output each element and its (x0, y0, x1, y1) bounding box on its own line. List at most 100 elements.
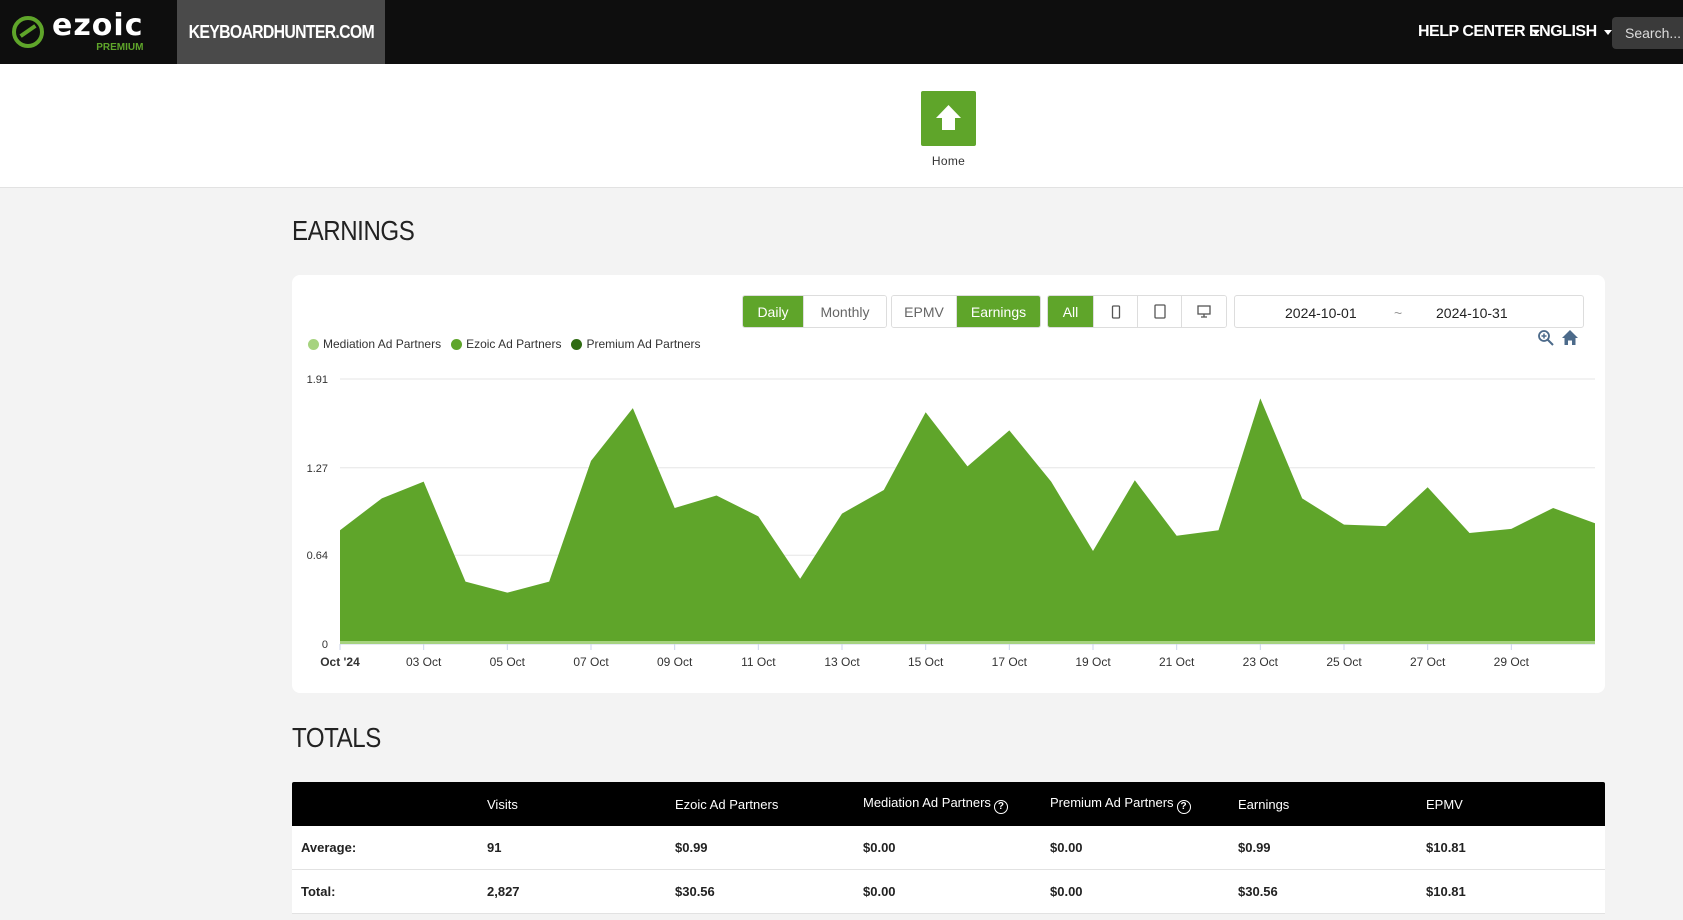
epmv-button[interactable]: EPMV (892, 296, 957, 327)
brand-name: ezoic (52, 8, 144, 43)
device-toggle: All (1047, 295, 1227, 328)
language-menu[interactable]: ENGLISH (1529, 0, 1612, 64)
legend-item-ezoic[interactable]: Ezoic Ad Partners (451, 337, 561, 351)
y-tick-label: 0 (322, 639, 328, 651)
legend-dot (451, 338, 463, 350)
x-tick-label: 29 Oct (1494, 655, 1530, 669)
period-toggle: Daily Monthly (742, 295, 887, 328)
y-tick-label: 1.91 (307, 374, 328, 386)
help-icon[interactable]: ? (993, 799, 1008, 814)
x-tick-label: 27 Oct (1410, 655, 1446, 669)
table-row-total: Total: 2,827 $30.56 $0.00 $0.00 $30.56 $… (292, 870, 1605, 914)
chart-legend: Mediation Ad Partners Ezoic Ad Partners … (308, 337, 711, 351)
x-tick-label: 17 Oct (992, 655, 1028, 669)
site-selector[interactable]: KEYBOARDHUNTER.COM (177, 0, 385, 64)
col-premium-label: Premium Ad Partners (1050, 794, 1174, 810)
row-label: Average: (301, 840, 357, 855)
top-navbar: ezoic PREMIUM KEYBOARDHUNTER.COM HELP CE… (0, 0, 1683, 64)
x-tick-label: 05 Oct (490, 655, 526, 669)
row-label: Total: (301, 884, 336, 899)
site-name: KEYBOARDHUNTER.COM (188, 21, 374, 42)
language-label: ENGLISH (1529, 23, 1597, 40)
home-icon (936, 105, 961, 130)
cell-ezoic: $0.99 (675, 840, 708, 855)
col-visits: Visits (487, 796, 518, 812)
table-row-average: Average: 91 $0.99 $0.00 $0.00 $0.99 $10.… (292, 826, 1605, 870)
col-earnings: Earnings (1238, 796, 1290, 812)
x-tick-label: Oct '24 (320, 655, 360, 669)
col-mediation-label: Mediation Ad Partners (863, 794, 991, 810)
legend-label: Mediation Ad Partners (323, 337, 442, 351)
x-tick-label: 23 Oct (1243, 655, 1279, 669)
tablet-button[interactable] (1138, 296, 1182, 327)
date-to: 2024-10-31 (1436, 305, 1508, 321)
daily-button[interactable]: Daily (743, 296, 804, 327)
legend-dot (571, 338, 583, 350)
help-center-label: HELP CENTER (1418, 23, 1526, 40)
legend-item-mediation[interactable]: Mediation Ad Partners (308, 337, 441, 351)
col-ezoic-ad-partners: Ezoic Ad Partners (675, 796, 779, 812)
caret-down-icon (1603, 29, 1612, 35)
area-ezoic-ad-partners (340, 398, 1595, 644)
desktop-button[interactable] (1182, 296, 1226, 327)
y-tick-label: 0.64 (307, 550, 328, 562)
earnings-chart: 1.91 1.27 0.64 0 Oct '24 03 Oct 05 Oct 07 Oct 09… (307, 374, 1595, 669)
earnings-heading: EARNINGS (292, 215, 415, 246)
date-range-picker[interactable]: 2024-10-01 ~ 2024-10-31 (1234, 295, 1584, 328)
date-separator: ~ (1394, 305, 1403, 321)
x-tick-label: 25 Oct (1326, 655, 1362, 669)
ezoic-logo-icon (12, 16, 44, 48)
date-from: 2024-10-01 (1285, 305, 1357, 321)
totals-table: Visits Ezoic Ad Partners Mediation Ad Pa… (292, 782, 1605, 914)
col-premium-ad-partners: Premium Ad Partners? (1050, 795, 1191, 814)
help-icon[interactable]: ? (1176, 799, 1191, 814)
cell-premium: $0.00 (1050, 884, 1083, 899)
all-devices-button[interactable]: All (1048, 296, 1094, 327)
cell-epmv: $10.81 (1426, 840, 1466, 855)
x-tick-label: 15 Oct (908, 655, 944, 669)
earnings-chart-card: 1.91 1.27 0.64 0 Oct '24 03 Oct 05 Oct 07 Oct 09… (292, 275, 1605, 693)
legend-label: Premium Ad Partners (586, 337, 701, 351)
zoom-in-icon[interactable] (1537, 329, 1555, 347)
reset-zoom-home-icon[interactable] (1561, 329, 1579, 347)
x-tick-label: 19 Oct (1075, 655, 1111, 669)
x-tick-label: 09 Oct (657, 655, 693, 669)
x-tick-label: 03 Oct (406, 655, 442, 669)
legend-dot (308, 338, 319, 350)
monthly-button[interactable]: Monthly (804, 296, 886, 327)
legend-item-premium[interactable]: Premium Ad Partners (571, 337, 701, 351)
totals-heading: TOTALS (292, 722, 381, 753)
brand-tier: PREMIUM (96, 42, 144, 53)
mediation-baseline (340, 641, 1595, 644)
chart-tools (1537, 329, 1579, 347)
tablet-icon (1153, 304, 1166, 319)
desktop-icon (1197, 305, 1211, 318)
home-button[interactable] (921, 91, 976, 146)
table-header: Visits Ezoic Ad Partners Mediation Ad Pa… (292, 782, 1605, 826)
cell-earnings: $0.99 (1238, 840, 1271, 855)
search-input[interactable] (1612, 17, 1683, 49)
cell-mediation: $0.00 (863, 884, 896, 899)
earnings-button[interactable]: Earnings (957, 296, 1040, 327)
x-tick-label: 13 Oct (824, 655, 860, 669)
x-tick-label: 21 Oct (1159, 655, 1195, 669)
home-label: Home (931, 154, 966, 168)
col-epmv: EPMV (1426, 796, 1463, 812)
legend-label: Ezoic Ad Partners (466, 337, 562, 351)
y-tick-label: 1.27 (307, 463, 328, 475)
col-mediation-ad-partners: Mediation Ad Partners? (863, 795, 1008, 814)
cell-premium: $0.00 (1050, 840, 1083, 855)
cell-earnings: $30.56 (1238, 884, 1278, 899)
cell-ezoic: $30.56 (675, 884, 715, 899)
mobile-icon (1111, 304, 1120, 319)
metric-toggle: EPMV Earnings (891, 295, 1041, 328)
x-tick-label: 07 Oct (573, 655, 609, 669)
home-band: Home (0, 64, 1683, 188)
cell-visits: 2,827 (487, 884, 520, 899)
x-tick-label: 11 Oct (741, 655, 776, 669)
cell-visits: 91 (487, 840, 502, 855)
mobile-button[interactable] (1094, 296, 1138, 327)
caret-down-icon (1532, 29, 1541, 35)
help-center-menu[interactable]: HELP CENTER (1418, 0, 1541, 64)
ezoic-logo[interactable]: ezoic PREMIUM (0, 0, 176, 64)
